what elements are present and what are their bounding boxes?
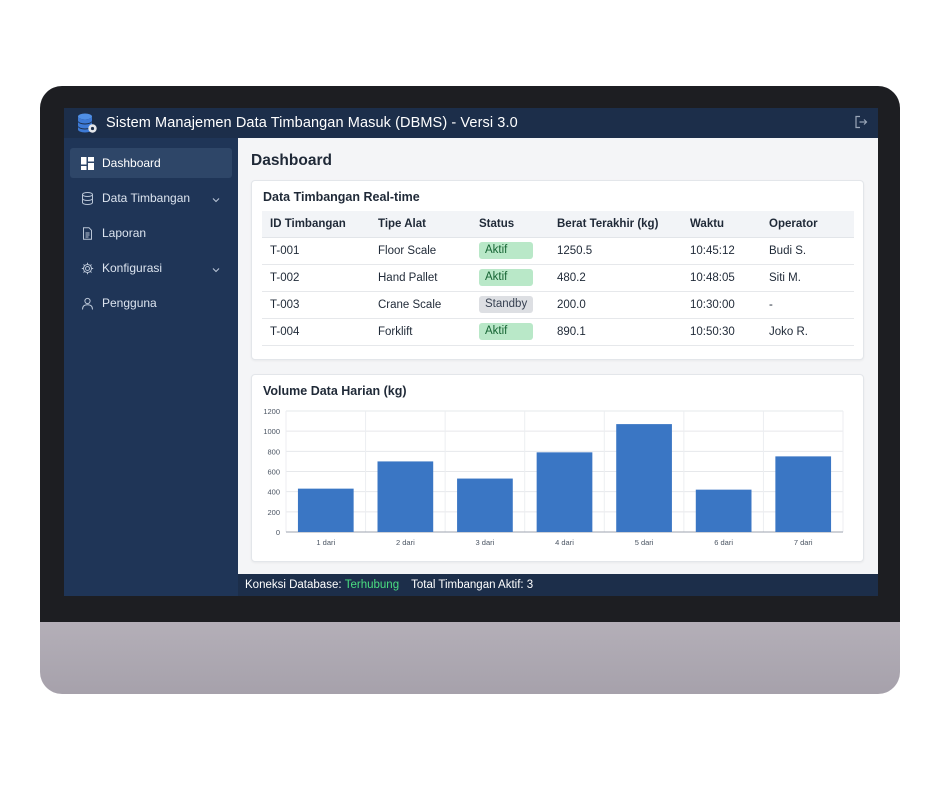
cell-operator: Budi S. [761,237,854,265]
main-content: Dashboard Data Timbangan Real-time ID Ti… [238,138,878,574]
status-bar: Koneksi Database: Terhubung Total Timban… [238,574,878,596]
table-header-row: ID Timbangan Tipe Alat Status Berat Tera… [262,211,854,238]
sidebar-item-label: Data Timbangan [102,191,191,205]
cell-waktu: 10:48:05 [682,264,761,292]
realtime-table-card: Data Timbangan Real-time ID Timbangan Ti… [251,180,864,360]
cell-id: T-002 [262,264,370,292]
cell-operator: Siti M. [761,264,854,292]
column-header[interactable]: Tipe Alat [370,211,471,238]
y-tick-label: 600 [267,468,280,477]
x-tick-label: 4 dari [555,538,574,547]
sidebar-item-label: Laporan [102,226,147,240]
x-tick-label: 7 dari [794,538,813,547]
cell-status: Aktif [471,237,549,265]
database-icon [80,191,94,205]
bar[interactable] [297,488,354,532]
x-tick-label: 6 dari [714,538,733,547]
bar[interactable] [457,478,513,532]
cell-id: T-004 [262,318,370,346]
gear-icon [80,261,94,275]
sidebar-item-laporan[interactable]: Laporan [70,218,232,248]
cell-waktu: 10:30:00 [682,291,761,319]
bar[interactable] [775,456,832,532]
cell-id: T-003 [262,291,370,319]
sidebar-item-konfigurasi[interactable]: Konfigurasi [70,253,232,283]
column-header[interactable]: Waktu [682,211,761,238]
cell-tipe: Crane Scale [370,291,471,319]
cell-status: Standby [471,291,549,319]
cell-berat: 200.0 [549,291,682,319]
cell-tipe: Floor Scale [370,237,471,265]
status-badge: Aktif [479,242,533,259]
realtime-table: ID Timbangan Tipe Alat Status Berat Tera… [262,211,854,346]
cell-berat: 1250.5 [549,237,682,265]
database-gear-icon [76,112,98,134]
y-tick-label: 1000 [263,427,280,436]
table-row[interactable]: T-001 Floor Scale Aktif 1250.5 10:45:12 … [262,237,854,265]
bar[interactable] [536,452,593,532]
cell-tipe: Hand Pallet [370,264,471,292]
chart-title: Volume Data Harian (kg) [263,384,407,398]
cell-tipe: Forklift [370,318,471,346]
app-title: Sistem Manajemen Data Timbangan Masuk (D… [106,115,518,131]
db-connection-status: Terhubung [344,579,400,591]
table-row[interactable]: T-003 Crane Scale Standby 200.0 10:30:00… [262,291,854,319]
dashboard-grid-icon [80,156,94,170]
cell-id: T-001 [262,237,370,265]
column-header[interactable]: Operator [761,211,854,238]
status-badge: Aktif [479,323,533,340]
cell-operator: Joko R. [761,318,854,346]
logout-icon[interactable] [854,115,868,129]
chevron-down-icon [212,193,220,203]
y-tick-label: 0 [276,528,280,537]
column-header[interactable]: Status [471,211,549,238]
sidebar-item-dashboard[interactable]: Dashboard [70,148,232,178]
y-tick-label: 1200 [263,407,280,416]
table-row[interactable]: T-004 Forklift Aktif 890.1 10:50:30 Joko… [262,318,854,346]
x-tick-label: 2 dari [396,538,415,547]
y-tick-label: 200 [267,508,280,517]
db-connection-label: Koneksi Database: [245,579,342,591]
bar[interactable] [695,489,752,532]
sidebar-item-data-timbangan[interactable]: Data Timbangan [70,183,232,213]
x-tick-label: 5 dari [635,538,654,547]
cell-status: Aktif [471,318,549,346]
sidebar: Dashboard Data Timbangan L [64,138,238,596]
monitor-chin [40,622,900,694]
sidebar-item-label: Dashboard [102,156,161,170]
y-tick-label: 400 [267,488,280,497]
active-scales-count: Total Timbangan Aktif: 3 [411,579,534,591]
cell-operator: - [761,291,854,319]
page-title: Dashboard [251,152,332,169]
daily-volume-chart-card: Volume Data Harian (kg) 0 200 400 600 800 100… [251,374,864,562]
cell-berat: 890.1 [549,318,682,346]
app-window: Sistem Manajemen Data Timbangan Masuk (D… [64,108,878,596]
bar[interactable] [616,424,672,532]
card-title: Data Timbangan Real-time [263,190,420,204]
cell-waktu: 10:45:12 [682,237,761,265]
column-header[interactable]: ID Timbangan [262,211,370,238]
x-tick-label: 1 dari [316,538,335,547]
bar-chart: 0 200 400 600 800 1000 1200 1 dari 2 dari 3 dari 4… [263,407,844,547]
user-icon [80,296,94,310]
sidebar-item-label: Pengguna [102,296,157,310]
cell-berat: 480.2 [549,264,682,292]
table-row[interactable]: T-002 Hand Pallet Aktif 480.2 10:48:05 S… [262,264,854,292]
status-badge: Standby [479,296,533,313]
cell-status: Aktif [471,264,549,292]
bar[interactable] [377,461,434,532]
sidebar-item-pengguna[interactable]: Pengguna [70,288,232,318]
document-icon [80,226,94,240]
status-badge: Aktif [479,269,533,286]
chevron-down-icon [212,263,220,273]
sidebar-item-label: Konfigurasi [102,261,163,275]
cell-waktu: 10:50:30 [682,318,761,346]
title-bar: Sistem Manajemen Data Timbangan Masuk (D… [64,108,878,138]
column-header[interactable]: Berat Terakhir (kg) [549,211,682,238]
x-tick-label: 3 dari [476,538,495,547]
y-tick-label: 800 [267,447,280,456]
